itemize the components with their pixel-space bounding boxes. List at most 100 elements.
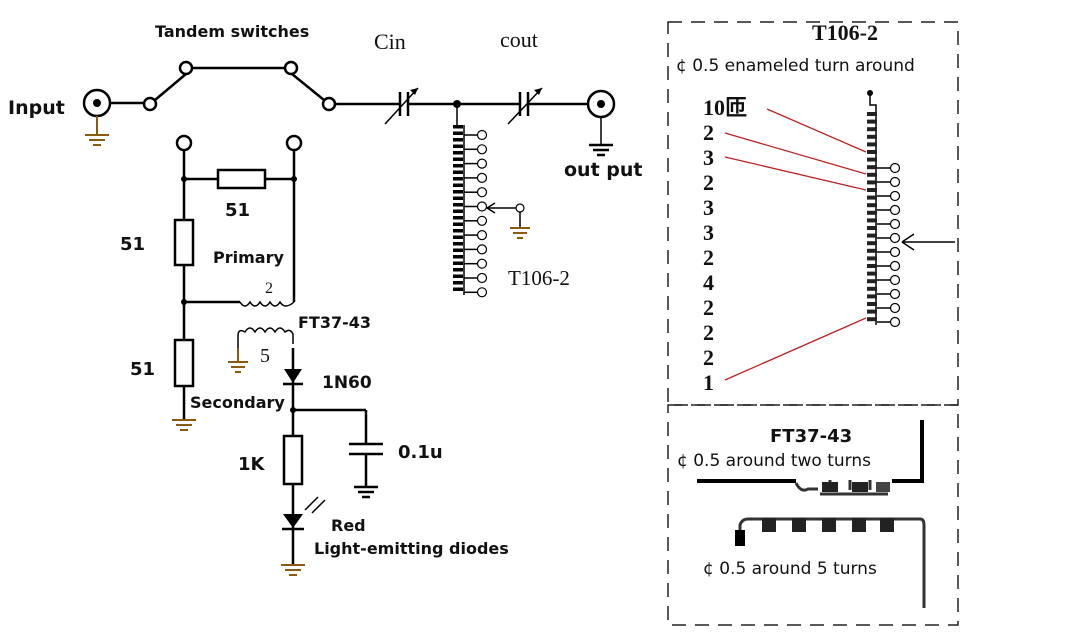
turn-count: 2 [703,245,714,270]
resistor-1k [282,434,304,486]
led-label: Light-emitting diodes [314,539,509,558]
cout-label: cout [500,27,538,52]
coil-turn [867,188,877,192]
ft37-primary-note: ¢ 0.5 around two turns [677,451,871,471]
primary-winding [239,300,295,307]
coil-turn [453,216,463,220]
coil-turn [453,261,463,265]
tap-terminal [889,232,901,244]
coil-turn [453,274,463,278]
coil-turn [453,229,463,233]
tap-terminal [889,274,901,286]
resistor-bottom [173,338,195,388]
tap-arrow [901,233,955,251]
resistor-series [216,168,267,190]
led-color-label: Red [331,516,366,535]
r-bottom-label: 51 [130,359,155,380]
tap-terminal [476,172,488,183]
r-series-label: 51 [225,200,250,221]
leader-arrow [766,108,867,153]
coil-turn [453,177,463,181]
coil-turn [867,195,877,200]
tap-terminal [889,316,901,328]
coil-turn [453,131,463,135]
led [282,496,326,531]
coil-turn [453,281,463,285]
ft37-label: FT37-43 [298,313,371,332]
coil-turn [867,317,877,322]
coil-turn [867,210,877,215]
coil-turn [867,127,877,132]
ft37-primary-winding [697,420,924,496]
coil-turn [453,242,463,246]
ft37-secondary-winding [735,517,926,608]
coil-turn [867,203,877,208]
coil-turn [453,164,463,168]
coil-turn [453,203,463,207]
coil-turn [867,180,877,185]
tap-terminal [889,246,901,258]
tap-terminal [476,129,488,141]
coil-turn [867,309,877,314]
tap-arrow [486,202,496,214]
coil-turn [867,286,877,291]
coil-turn [867,165,877,170]
coil-turn [867,256,877,261]
coil-turn [867,172,877,177]
turn-count: 2 [703,345,714,370]
cin-capacitor [384,87,419,125]
coil-turn [867,294,877,299]
secondary-turns-label: 5 [260,345,270,367]
turn-count: 2 [703,120,714,145]
coil-turn [453,144,463,148]
ground-icon [510,227,530,239]
coil-turn [867,119,877,124]
coil-turn [867,112,877,116]
ft37-panel-border [667,404,959,626]
capacitor-0-1u [349,442,383,456]
tandem-switches-label: Tandem switches [155,22,309,41]
t106-panel-subtitle: ¢ 0.5 enameled turn around [676,56,915,76]
coil-turn [453,151,463,155]
primary-label: Primary [213,248,284,267]
coil-turn [867,134,877,139]
ft37-panel-title: FT37-43 [770,426,852,447]
terminal [285,134,303,152]
t106-panel-title: T106-2 [812,20,878,45]
turn-count: 3 [703,220,714,245]
coil-turn [453,222,463,226]
tap-terminal [476,187,488,198]
coil-turn [867,150,877,154]
tap-terminal [889,302,901,314]
coil-turn [867,142,877,147]
tap-terminal [889,162,901,174]
tap-terminal [476,272,488,284]
coil-turn [867,279,877,284]
output-label: out put [564,159,643,181]
tandem-switch [142,60,337,112]
tap-terminal [476,215,488,226]
tap-terminal [889,218,901,230]
turn-count: 10匝 [703,95,747,120]
t106-coil [453,104,530,298]
tap-terminal [889,288,901,300]
r-top-label: 51 [120,234,145,255]
ft37-secondary-note: ¢ 0.5 around 5 turns [703,559,877,579]
t106-label: T106-2 [508,266,570,290]
coil-turn [453,125,463,129]
secondary-label: Secondary [190,393,285,412]
turn-count: 4 [703,270,714,295]
primary-turns-label: 2 [265,280,273,297]
tap-terminal [889,190,901,202]
turn-count: 2 [703,295,714,320]
coil-turn [453,287,463,291]
cin-label: Cin [374,29,406,54]
input-label: Input [8,97,65,119]
coil-turn [453,157,463,161]
cout-capacitor [507,87,543,125]
coil-turn [867,264,877,268]
coil-turn [867,218,877,223]
diode-1n60 [283,369,303,386]
coil-turn [453,248,463,252]
